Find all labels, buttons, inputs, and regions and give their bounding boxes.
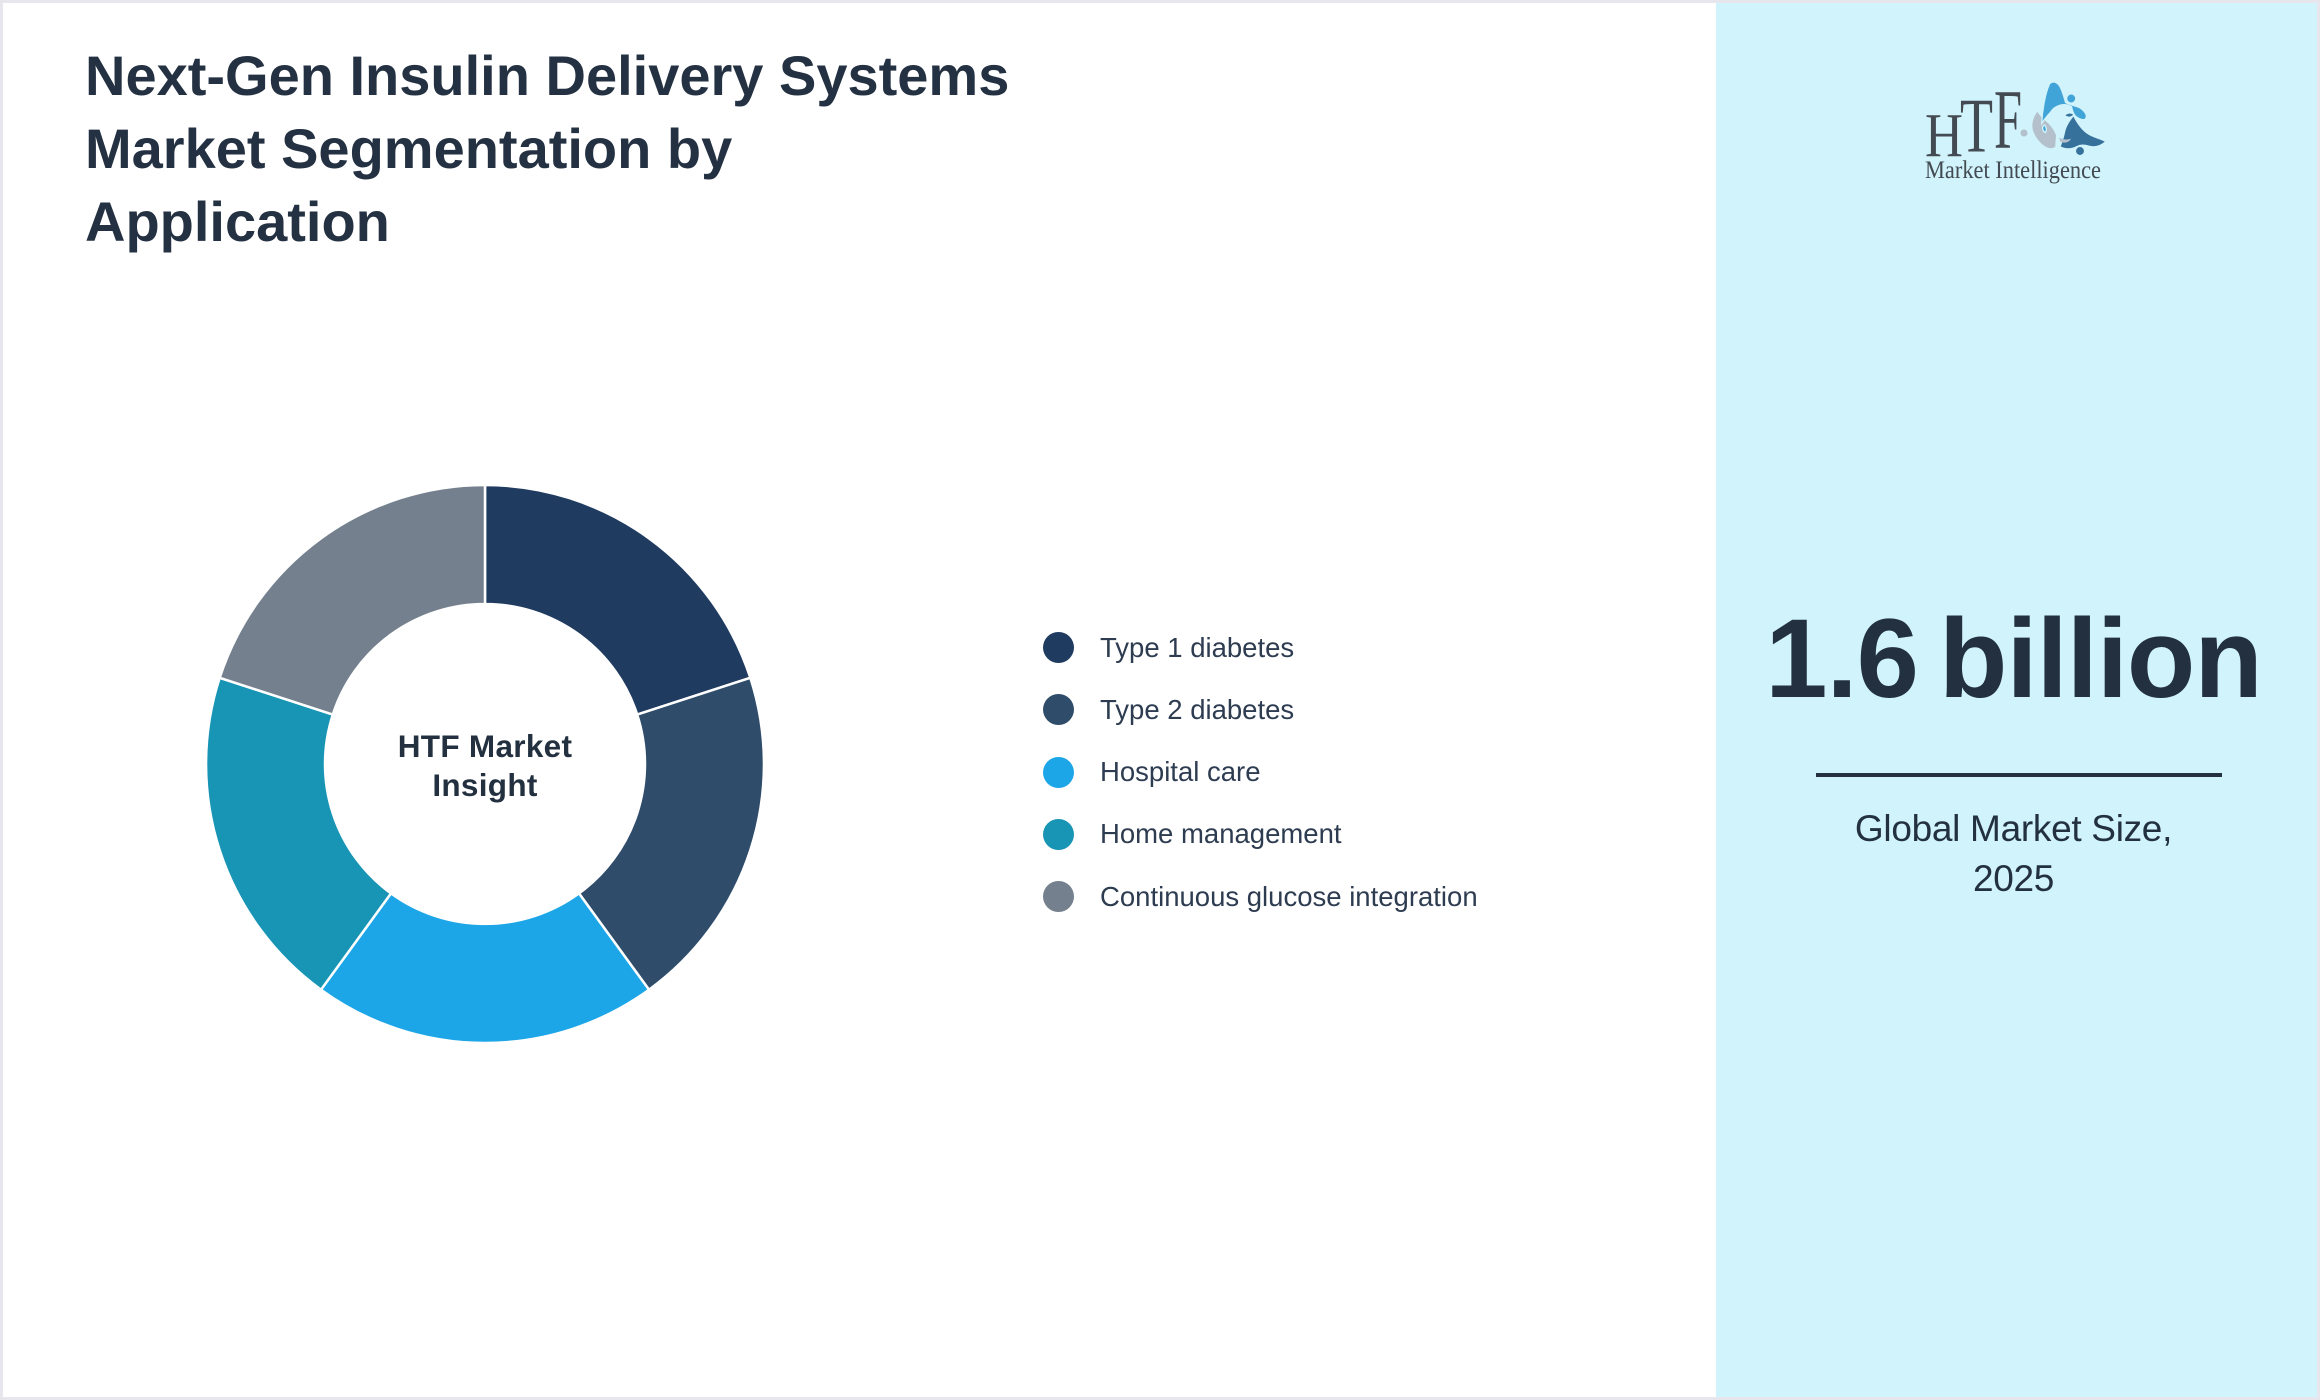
svg-text:H: H [1925,102,1963,170]
svg-text:F: F [1994,73,2022,167]
svg-text:Market Intelligence: Market Intelligence [1925,157,2101,184]
svg-text:T: T [1960,83,1993,169]
